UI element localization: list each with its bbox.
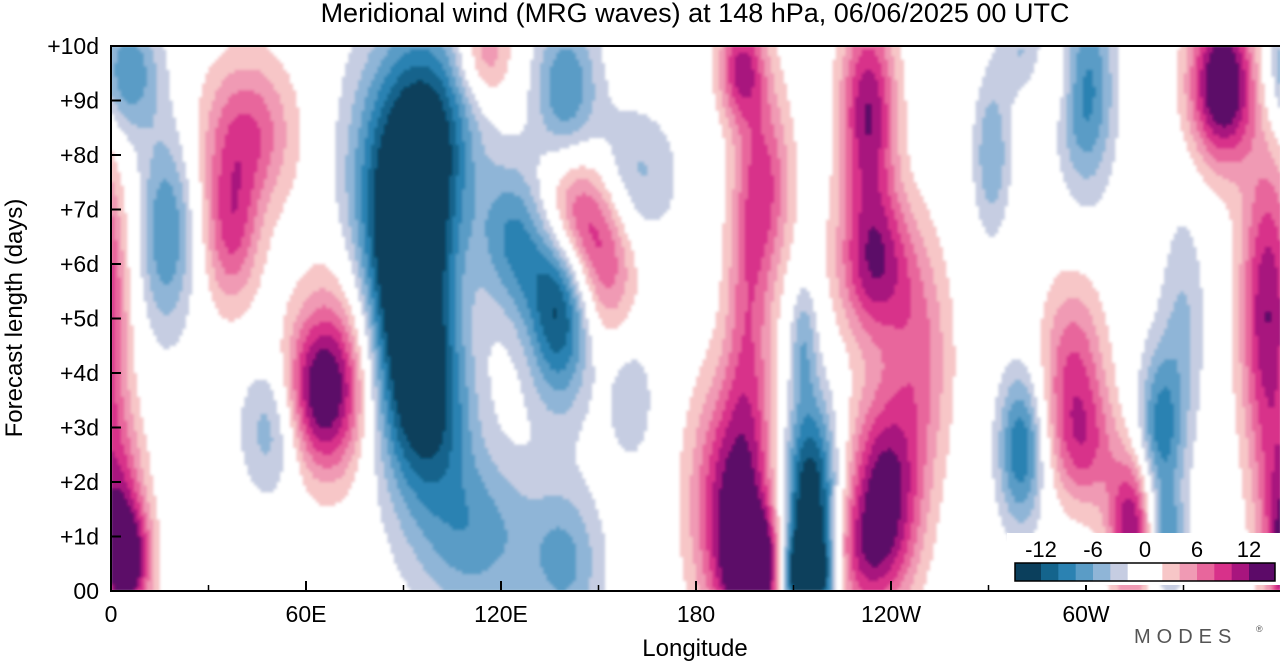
x-tick-label: 60E [286,601,327,627]
x-tick-label: 120W [861,601,921,627]
brand-mark: ® [1256,624,1263,634]
y-tick-label: +3d [60,415,99,441]
colorbar-frame [1014,562,1276,582]
x-tick-label: 60W [1062,601,1110,627]
y-axis-ticks: 00 +1d +2d +3d +4d +5d +6d +7d +8d +9d +10d [47,33,121,604]
brand-logo: MODES ® [1134,624,1263,648]
colorbar: -12 -6 0 6 12 [1007,533,1280,585]
colorbar-swatch [1197,563,1215,581]
x-axis-label: Longitude [642,635,747,662]
colorbar-swatch [1179,563,1198,581]
x-tick-label: 180 [677,601,715,627]
colorbar-swatch [1162,563,1181,581]
brand-text: MODES [1134,626,1237,648]
colorbar-swatch [1127,563,1163,581]
colorbar-swatch [1231,563,1250,581]
colorbar-swatch [1015,563,1042,581]
y-tick-label: +4d [60,360,99,386]
colorbar-swatch [1075,563,1094,581]
y-tick-label: +10d [47,33,99,59]
colorbar-swatch [1093,563,1111,581]
chart-title: Meridional wind (MRG waves) at 148 hPa, … [321,0,1070,28]
y-tick-label: +8d [60,142,99,168]
x-tick-label: 0 [105,601,118,627]
y-axis-label: Forecast length (days) [1,199,28,438]
colorbar-swatch [1058,563,1077,581]
y-tick-label: +7d [60,197,99,223]
heatmap-field [111,46,1280,591]
colorbar-swatch [1214,563,1233,581]
colorbar-tick-label: -12 [1025,537,1057,562]
x-tick-label: 120E [474,601,528,627]
y-tick-label: +2d [60,469,99,495]
colorbar-tick-label: 6 [1191,537,1203,562]
colorbar-swatch [1249,563,1276,581]
y-tick-label: +5d [60,306,99,332]
colorbar-tick-label: 12 [1237,537,1261,562]
x-axis-ticks: 0 60E 120E 180 120W 60W [105,581,1185,627]
colorbar-swatch [1110,563,1129,581]
heatmap-raster [111,46,1280,591]
colorbar-tick-label: 0 [1139,537,1151,562]
colorbar-swatch [1041,563,1059,581]
y-tick-label: +1d [60,524,99,550]
colorbar-tick-label: -6 [1083,537,1103,562]
y-tick-label: +9d [60,88,99,114]
y-tick-label: +6d [60,251,99,277]
y-tick-label: 00 [73,578,99,604]
